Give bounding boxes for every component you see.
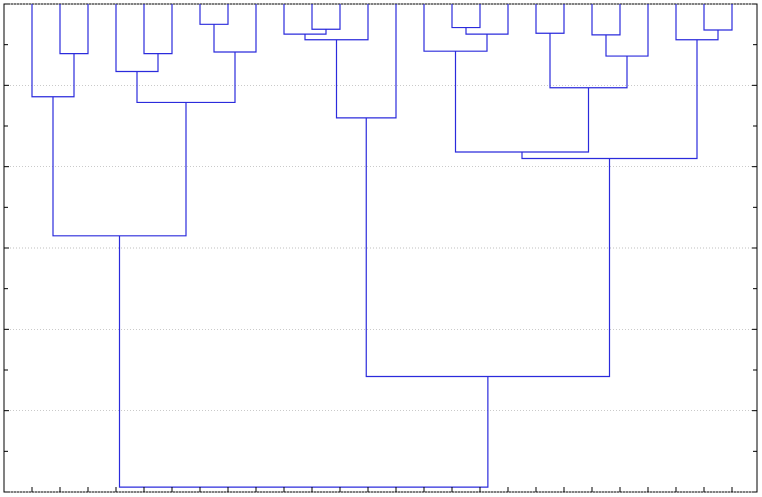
link (365, 117, 611, 378)
link (199, 4, 229, 25)
link (423, 4, 488, 52)
link (52, 96, 187, 237)
plot-frame (3, 3, 758, 493)
link (591, 4, 621, 36)
link (118, 235, 489, 488)
link (31, 4, 75, 98)
link (521, 39, 698, 160)
link (143, 4, 173, 55)
link (703, 4, 733, 31)
link (605, 4, 649, 57)
link (451, 4, 481, 29)
link (454, 51, 590, 153)
link (335, 4, 397, 119)
link (549, 33, 628, 89)
link (136, 51, 236, 104)
link (213, 4, 257, 53)
link (59, 4, 89, 55)
link (115, 4, 159, 73)
link (283, 4, 327, 35)
link (465, 4, 509, 35)
link (311, 4, 341, 30)
link (535, 4, 565, 34)
link (675, 4, 719, 41)
